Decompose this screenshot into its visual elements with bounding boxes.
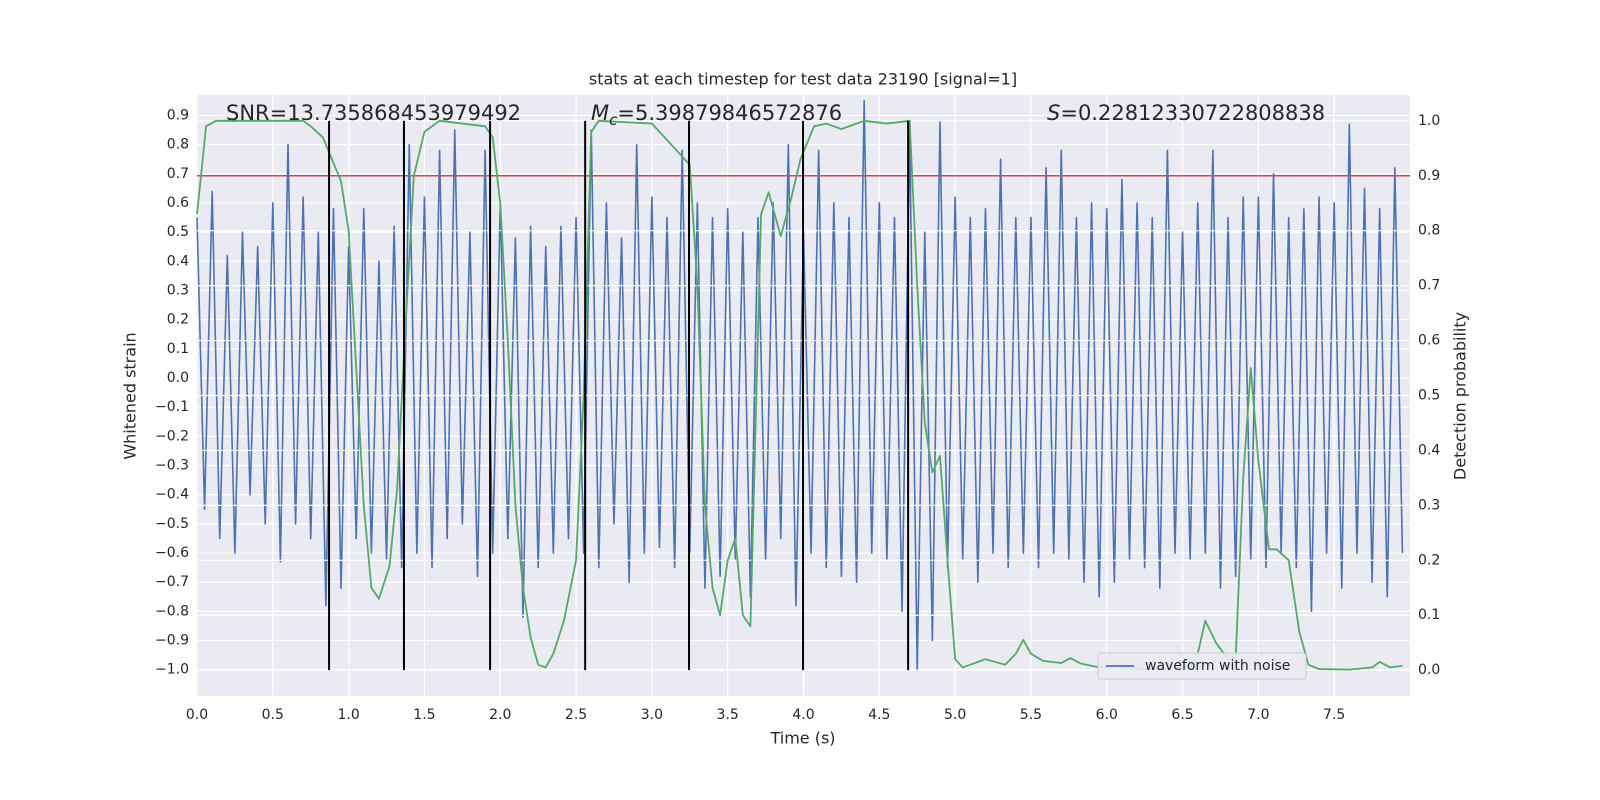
y2-tick-label: 0.6	[1418, 333, 1440, 349]
x-tick-label: 7.5	[1323, 707, 1345, 723]
annotation: Mc=5.39879846572876	[591, 101, 842, 129]
y2-tick-label: 1.0	[1418, 113, 1440, 129]
annotation-symbol: S	[1047, 101, 1060, 125]
annotation: S=0.22812330722808838	[1047, 101, 1325, 125]
x-tick-label: 7.0	[1247, 707, 1269, 723]
legend-label: waveform with noise	[1145, 658, 1290, 674]
y-tick-label: −1.0	[155, 662, 189, 678]
y2-tick-label: 0.1	[1418, 607, 1440, 623]
y-tick-label: 0.1	[167, 341, 189, 357]
y-tick-label: 0.2	[167, 312, 189, 328]
y-tick-label: −0.3	[155, 458, 189, 474]
x-tick-label: 5.5	[1020, 707, 1042, 723]
waveform-line	[196, 100, 1404, 671]
y2-tick-label: 0.3	[1418, 497, 1440, 513]
x-axis-label: Time (s)	[769, 729, 835, 748]
x-tick-label: 1.5	[413, 707, 435, 723]
x-tick-label: 0.5	[262, 707, 284, 723]
y-tick-label: −0.7	[155, 574, 189, 590]
y-tick-label: 0.9	[167, 107, 189, 123]
annotation-text: SNR=13.735868453979492	[226, 101, 521, 125]
y2-axis-label: Detection probability	[1451, 312, 1470, 480]
y-tick-label: 0.8	[167, 137, 189, 153]
x-tick-label: 2.0	[489, 707, 511, 723]
y2-tick-label: 0.4	[1418, 442, 1440, 458]
y-tick-label: 0.7	[167, 166, 189, 182]
x-tick-label: 1.0	[337, 707, 359, 723]
x-tick-label: 6.5	[1171, 707, 1193, 723]
annotation-subscript: c	[609, 111, 618, 129]
y-tick-label: −0.8	[155, 603, 189, 619]
probability-line	[196, 119, 1403, 671]
x-tick-label: 3.5	[717, 707, 739, 723]
x-tick-label: 3.0	[641, 707, 663, 723]
x-tick-label: 6.0	[1096, 707, 1118, 723]
annotation-symbol: M	[591, 101, 609, 125]
y-tick-label: 0.3	[167, 282, 189, 298]
legend-box	[1097, 652, 1307, 680]
y2-tick-label: 0.8	[1418, 223, 1440, 239]
y2-tick-label: 0.5	[1418, 388, 1440, 404]
y-tick-label: −0.1	[155, 399, 189, 415]
annotation-text: =0.22812330722808838	[1060, 101, 1325, 125]
y-tick-label: −0.2	[155, 428, 189, 444]
x-tick-label: 2.5	[565, 707, 587, 723]
annotation: SNR=13.735868453979492	[226, 101, 521, 125]
x-tick-label: 0.0	[186, 707, 208, 723]
annotation-text: =5.39879846572876	[617, 101, 842, 125]
y2-tick-label: 0.7	[1418, 278, 1440, 294]
y-tick-label: −0.9	[155, 633, 189, 649]
y-tick-label: −0.6	[155, 545, 189, 561]
y2-tick-label: 0.2	[1418, 552, 1440, 568]
y2-tick-label: 0.9	[1418, 168, 1440, 184]
y-tick-label: 0.5	[167, 224, 189, 240]
y-tick-label: 0.6	[167, 195, 189, 211]
x-tick-label: 4.0	[792, 707, 814, 723]
y-tick-label: 0.0	[167, 370, 189, 386]
x-tick-label: 4.5	[868, 707, 890, 723]
y-axis-label: Whitened strain	[121, 332, 140, 459]
y-tick-label: 0.4	[167, 253, 189, 269]
y-tick-label: −0.5	[155, 516, 189, 532]
y-tick-label: −0.4	[155, 487, 189, 503]
x-tick-label: 5.0	[944, 707, 966, 723]
y2-tick-label: 0.0	[1418, 662, 1440, 678]
chart-title: stats at each timestep for test data 231…	[589, 70, 1017, 89]
